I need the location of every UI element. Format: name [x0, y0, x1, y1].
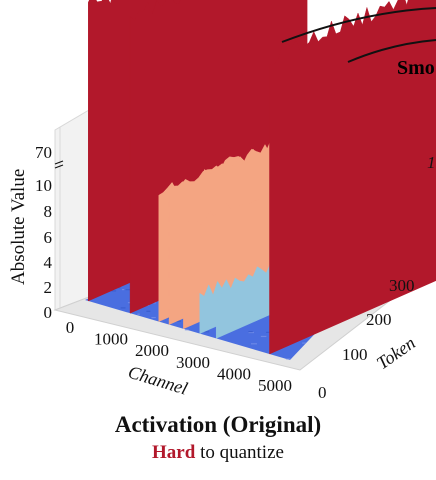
x-ticks: 0 1000 2000 3000 4000 5000 — [66, 318, 292, 395]
surface-noise — [184, 329, 189, 331]
surface-noise — [111, 290, 117, 292]
caption-title: Activation (Original) — [114, 412, 322, 437]
z-tick-label: 8 — [44, 202, 53, 221]
z-tick-label: 70 — [35, 143, 52, 162]
surface-noise — [266, 331, 271, 333]
caption-rest: to quantize — [195, 442, 284, 463]
surface-noise — [248, 331, 254, 334]
surface-noise — [121, 288, 125, 291]
surface-noise — [285, 358, 291, 360]
z-tick-label: 10 — [35, 176, 52, 195]
surface-noise — [127, 302, 131, 304]
y-axis-label: Token — [373, 333, 419, 374]
x-tick-label: 2000 — [135, 341, 169, 360]
axis-break-mark — [54, 160, 64, 165]
z-axis-label: Absolute Value — [8, 169, 29, 285]
arc-decoration-2 — [347, 39, 436, 63]
surface-noise — [146, 310, 151, 312]
x-tick-label: 3000 — [176, 353, 210, 372]
surface-noise — [302, 342, 306, 344]
z-ticks: 0 2 4 6 8 10 70 — [35, 143, 64, 322]
surface-noise — [137, 313, 140, 315]
z-tick-label: 6 — [44, 228, 53, 247]
surface-noise — [204, 331, 210, 333]
surface-noise — [176, 320, 181, 322]
neighbor-tick: 1 — [427, 153, 436, 172]
surface-noise — [248, 331, 253, 333]
axis-break-mark — [54, 164, 64, 169]
outlier-wall — [269, 0, 436, 355]
z-tick-label: 4 — [44, 253, 53, 272]
y-tick-label: 100 — [342, 345, 368, 364]
x-tick-label: 1000 — [94, 330, 128, 349]
y-tick-label: 200 — [366, 310, 392, 329]
x-tick-label: 4000 — [217, 364, 251, 383]
x-tick-label: 5000 — [258, 376, 292, 395]
surface-noise — [125, 289, 132, 291]
arc-decoration — [281, 7, 436, 43]
surface-noise — [151, 316, 156, 319]
surface-noise — [260, 335, 267, 338]
z-tick-label: 0 — [44, 303, 53, 322]
y-tick-label: 0 — [318, 383, 327, 402]
y-ticks: 0 100 200 300 — [318, 276, 415, 402]
caption-subtitle: Hard to quantize — [0, 440, 436, 466]
figure-caption: Activation (Original) Hard to quantize — [0, 410, 436, 466]
outlier-walls — [88, 0, 436, 355]
y-tick-label: 300 — [389, 276, 415, 295]
caption-emphasis: Hard — [152, 442, 196, 463]
surface-noise — [120, 307, 126, 309]
x-tick-label: 0 — [66, 318, 75, 337]
z-tick-label: 2 — [44, 278, 53, 297]
surface-noise — [251, 343, 257, 345]
neighbor-label: Smo — [397, 57, 435, 79]
